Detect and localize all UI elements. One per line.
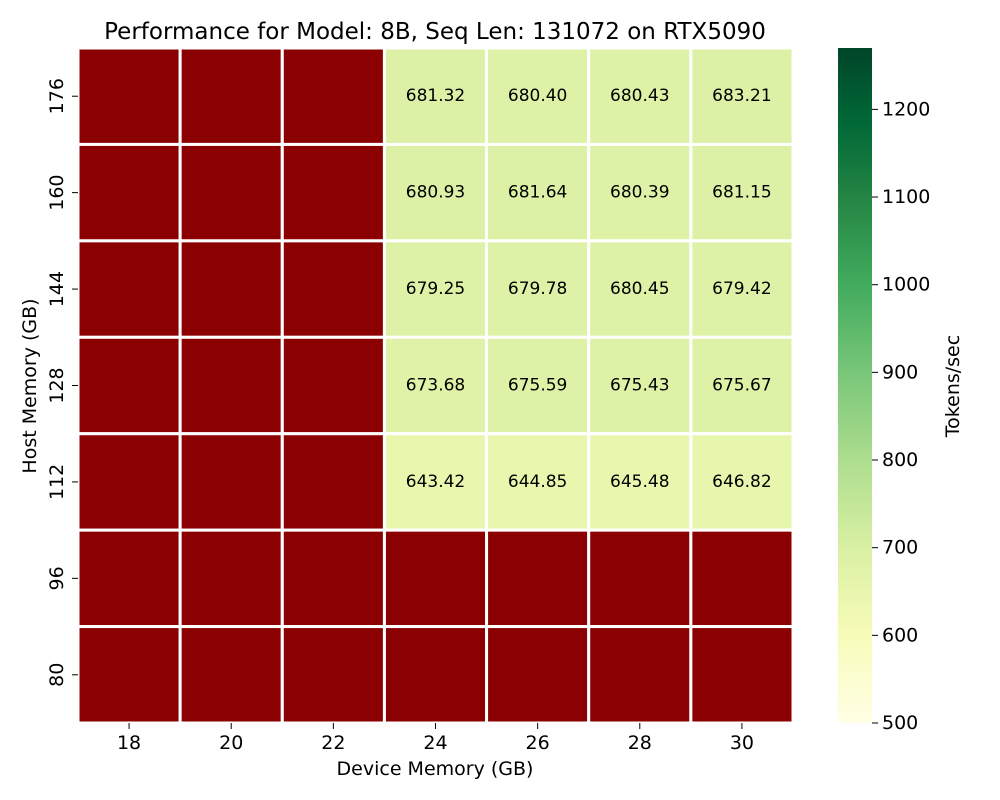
heatmap-cell [689, 46, 795, 146]
cell-value-label: 679.78 [508, 279, 567, 299]
heatmap-cell [76, 335, 182, 436]
chart-title: Performance for Model: 8B, Seq Len: 1310… [104, 19, 766, 45]
colorbar-tick-label: 1000 [882, 274, 930, 296]
colorbar-ticks: 500 600 700 800 900 1000 1100 1200 [872, 98, 930, 734]
colorbar-tick-label: 800 [882, 449, 918, 471]
heatmap-cell [689, 528, 795, 629]
heatmap-cell [485, 528, 591, 629]
colorbar-tick-label: 500 [882, 712, 918, 734]
x-axis-label: Device Memory (GB) [337, 758, 534, 780]
heatmap-cell [178, 625, 284, 725]
heatmap-cell [587, 528, 693, 629]
y-axis-ticks: 176 160 144 128 112 96 80 [46, 78, 78, 687]
x-axis-ticks: 18 20 22 24 26 28 30 [117, 723, 754, 754]
heatmap-cell [382, 625, 489, 725]
colorbar-tick-label: 600 [882, 624, 918, 646]
heatmap-cells: 681.32 680.40 680.43 683.21 680.93 681.64 680.… [76, 46, 795, 725]
heatmap-cell [280, 528, 386, 629]
y-tick-label: 128 [46, 367, 68, 403]
x-tick-label: 30 [730, 732, 754, 754]
colorbar-tick-label: 1200 [882, 98, 930, 120]
x-tick-label: 18 [117, 732, 141, 754]
cell-value-label: 681.32 [406, 86, 465, 106]
cell-value-label: 681.64 [508, 183, 567, 203]
heatmap-cell [689, 625, 795, 725]
cell-value-label: 681.15 [712, 183, 771, 203]
heatmap-cell [485, 625, 591, 725]
heatmap-cell [485, 335, 591, 436]
cell-value-label: 680.43 [610, 86, 669, 106]
x-tick-label: 28 [628, 732, 652, 754]
colorbar [838, 48, 872, 723]
heatmap-cell [178, 239, 284, 339]
heatmap-cell [382, 528, 489, 629]
colorbar-tick-label: 1100 [882, 186, 930, 208]
heatmap-cell [689, 432, 795, 532]
cell-value-label: 680.39 [610, 183, 669, 203]
x-tick-label: 20 [219, 732, 243, 754]
heatmap-cell [178, 142, 284, 243]
y-tick-label: 112 [46, 464, 68, 500]
heatmap-cell [485, 46, 591, 146]
cell-value-label: 673.68 [406, 376, 465, 396]
heatmap-cell [76, 625, 182, 725]
x-tick-label: 26 [526, 732, 550, 754]
y-tick-label: 80 [46, 663, 68, 687]
cell-value-label: 675.67 [712, 376, 771, 396]
cell-value-label: 679.25 [406, 279, 465, 299]
y-axis-label: Host Memory (GB) [19, 298, 41, 473]
heatmap-cell [280, 335, 386, 436]
heatmap-cell [587, 432, 693, 532]
cell-value-label: 675.43 [610, 376, 669, 396]
y-tick-label: 144 [46, 271, 68, 307]
cell-value-label: 646.82 [712, 472, 771, 492]
heatmap-cell [280, 142, 386, 243]
heatmap-cell [178, 335, 284, 436]
heatmap-cell [382, 46, 489, 146]
heatmap-cell [178, 528, 284, 629]
cell-value-label: 680.93 [406, 183, 465, 203]
heatmap-cell [280, 625, 386, 725]
heatmap-cell [76, 239, 182, 339]
heatmap-cell [76, 528, 182, 629]
heatmap-cell [485, 239, 591, 339]
heatmap-cell [587, 625, 693, 725]
cell-value-label: 675.59 [508, 376, 567, 396]
heatmap-cell [76, 46, 182, 146]
heatmap-cell [689, 239, 795, 339]
heatmap-cell [280, 432, 386, 532]
y-tick-label: 96 [46, 566, 68, 590]
heatmap-cell [689, 335, 795, 436]
colorbar-label: Tokens/sec [942, 335, 964, 438]
cell-value-label: 645.48 [610, 472, 669, 492]
heatmap-cell [382, 432, 489, 532]
cell-value-label: 643.42 [406, 472, 465, 492]
heatmap-cell [76, 432, 182, 532]
y-tick-label: 176 [46, 78, 68, 114]
colorbar-tick-label: 700 [882, 537, 918, 559]
cell-value-label: 644.85 [508, 472, 567, 492]
cell-value-label: 683.21 [712, 86, 771, 106]
cell-value-label: 680.45 [610, 279, 669, 299]
y-tick-label: 160 [46, 175, 68, 211]
heatmap-cell [280, 239, 386, 339]
x-tick-label: 24 [423, 732, 447, 754]
colorbar-tick-label: 900 [882, 361, 918, 383]
heatmap-cell [485, 142, 591, 243]
cell-value-label: 680.40 [508, 86, 567, 106]
heatmap-cell [76, 142, 182, 243]
heatmap-cell [178, 432, 284, 532]
heatmap-cell [178, 46, 284, 146]
cell-value-label: 679.42 [712, 279, 771, 299]
x-tick-label: 22 [321, 732, 345, 754]
heatmap-cell [689, 142, 795, 243]
heatmap-cell [280, 46, 386, 146]
